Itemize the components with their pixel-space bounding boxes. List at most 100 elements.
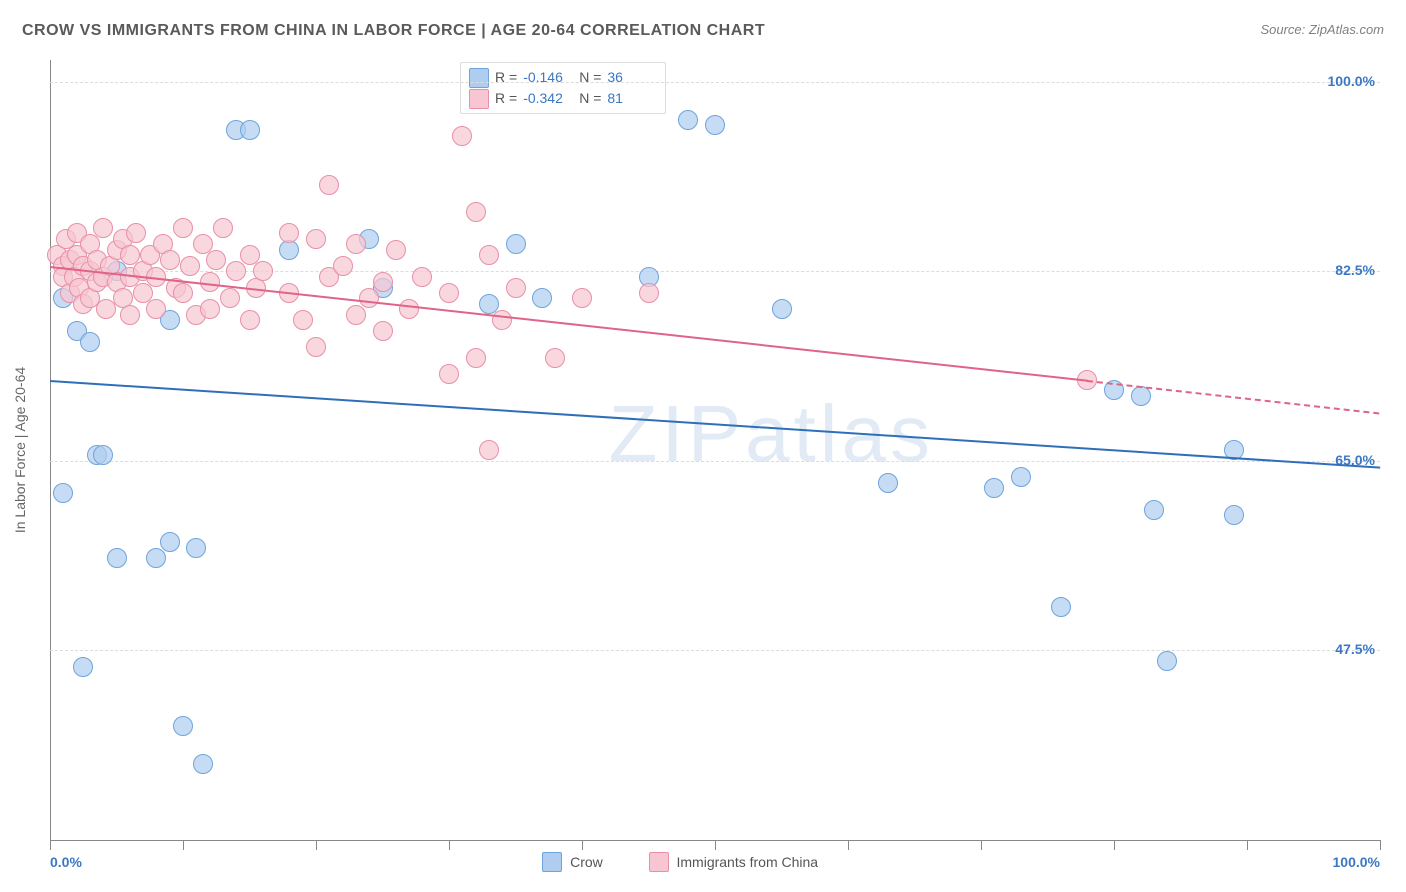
scatter-point <box>373 321 393 341</box>
scatter-point <box>878 473 898 493</box>
r-value-crow: -0.146 <box>523 67 573 88</box>
scatter-point <box>220 288 240 308</box>
scatter-point <box>412 267 432 287</box>
n-value-china: 81 <box>607 88 657 109</box>
scatter-point <box>545 348 565 368</box>
scatter-point <box>293 310 313 330</box>
scatter-point <box>253 261 273 281</box>
gridline <box>50 650 1380 651</box>
scatter-point <box>240 310 260 330</box>
scatter-point <box>439 364 459 384</box>
scatter-point <box>532 288 552 308</box>
n-label: N = <box>579 67 601 88</box>
scatter-point <box>306 229 326 249</box>
scatter-point <box>173 283 193 303</box>
chart-title: CROW VS IMMIGRANTS FROM CHINA IN LABOR F… <box>22 22 765 40</box>
scatter-point <box>639 283 659 303</box>
x-tick <box>449 840 450 850</box>
x-tick <box>715 840 716 850</box>
y-tick-label: 100.0% <box>1320 73 1375 89</box>
scatter-point <box>226 261 246 281</box>
scatter-point <box>359 288 379 308</box>
x-tick <box>981 840 982 850</box>
scatter-point <box>120 305 140 325</box>
scatter-point <box>240 120 260 140</box>
scatter-point <box>53 483 73 503</box>
scatter-point <box>1051 597 1071 617</box>
x-tick <box>582 840 583 850</box>
scatter-point <box>93 445 113 465</box>
scatter-point <box>173 716 193 736</box>
scatter-point <box>373 272 393 292</box>
scatter-point <box>213 218 233 238</box>
legend-swatch-china <box>649 852 669 872</box>
gridline <box>50 461 1380 462</box>
scatter-point <box>126 223 146 243</box>
scatter-point <box>1224 505 1244 525</box>
r-label: R = <box>495 67 517 88</box>
scatter-point <box>506 278 526 298</box>
scatter-point <box>466 202 486 222</box>
legend-item-china: Immigrants from China <box>649 852 819 872</box>
scatter-point <box>705 115 725 135</box>
scatter-point <box>180 256 200 276</box>
source-attribution: Source: ZipAtlas.com <box>1260 22 1384 37</box>
chart-container: CROW VS IMMIGRANTS FROM CHINA IN LABOR F… <box>0 0 1406 892</box>
scatter-point <box>200 299 220 319</box>
stats-swatch-crow <box>469 68 489 88</box>
scatter-point <box>80 332 100 352</box>
scatter-point <box>479 440 499 460</box>
scatter-point <box>479 245 499 265</box>
x-tick <box>1247 840 1248 850</box>
scatter-point <box>186 538 206 558</box>
scatter-point <box>984 478 1004 498</box>
scatter-point <box>572 288 592 308</box>
scatter-point <box>173 218 193 238</box>
x-tick <box>1114 840 1115 850</box>
scatter-point <box>1157 651 1177 671</box>
scatter-point <box>73 657 93 677</box>
scatter-point <box>466 348 486 368</box>
scatter-point <box>146 548 166 568</box>
x-tick <box>848 840 849 850</box>
plot-area <box>50 60 1381 841</box>
scatter-point <box>160 250 180 270</box>
scatter-point <box>306 337 326 357</box>
scatter-point <box>492 310 512 330</box>
y-tick-label: 82.5% <box>1320 262 1375 278</box>
scatter-point <box>678 110 698 130</box>
scatter-point <box>399 299 419 319</box>
scatter-point <box>439 283 459 303</box>
scatter-point <box>279 223 299 243</box>
n-label: N = <box>579 88 601 109</box>
scatter-point <box>107 548 127 568</box>
scatter-point <box>346 305 366 325</box>
scatter-point <box>96 299 116 319</box>
scatter-point <box>319 175 339 195</box>
scatter-point <box>146 299 166 319</box>
x-tick <box>50 840 51 850</box>
scatter-point <box>346 234 366 254</box>
scatter-point <box>386 240 406 260</box>
legend-label-crow: Crow <box>570 854 603 870</box>
scatter-point <box>1011 467 1031 487</box>
stats-swatch-china <box>469 89 489 109</box>
x-axis-max-label: 100.0% <box>1333 854 1380 870</box>
n-value-crow: 36 <box>607 67 657 88</box>
x-tick <box>1380 840 1381 850</box>
stats-row-china: R = -0.342 N = 81 <box>469 88 657 109</box>
stats-row-crow: R = -0.146 N = 36 <box>469 67 657 88</box>
scatter-point <box>772 299 792 319</box>
x-axis-min-label: 0.0% <box>50 854 82 870</box>
legend-swatch-crow <box>542 852 562 872</box>
r-label: R = <box>495 88 517 109</box>
y-tick-label: 47.5% <box>1320 641 1375 657</box>
gridline <box>50 271 1380 272</box>
scatter-point <box>93 218 113 238</box>
scatter-point <box>1144 500 1164 520</box>
gridline <box>50 82 1380 83</box>
legend-item-crow: Crow <box>542 852 603 872</box>
x-tick <box>183 840 184 850</box>
scatter-point <box>506 234 526 254</box>
scatter-point <box>206 250 226 270</box>
